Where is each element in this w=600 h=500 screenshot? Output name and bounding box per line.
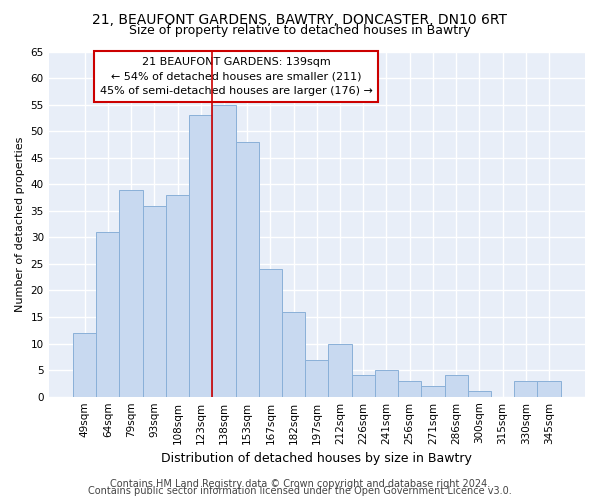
Text: Contains public sector information licensed under the Open Government Licence v3: Contains public sector information licen… [88, 486, 512, 496]
X-axis label: Distribution of detached houses by size in Bawtry: Distribution of detached houses by size … [161, 452, 472, 465]
Bar [259, 269, 282, 396]
Bar [282, 312, 305, 396]
Bar [375, 370, 398, 396]
Bar [538, 380, 560, 396]
Bar [398, 380, 421, 396]
Bar [514, 380, 538, 396]
Bar [445, 376, 468, 396]
Text: Size of property relative to detached houses in Bawtry: Size of property relative to detached ho… [129, 24, 471, 37]
Bar [166, 195, 189, 396]
Text: 21 BEAUFONT GARDENS: 139sqm
← 54% of detached houses are smaller (211)
45% of se: 21 BEAUFONT GARDENS: 139sqm ← 54% of det… [100, 56, 373, 96]
Bar [212, 104, 236, 397]
Bar [305, 360, 328, 397]
Bar [119, 190, 143, 396]
Bar [236, 142, 259, 397]
Bar [73, 333, 96, 396]
Bar [352, 376, 375, 396]
Bar [328, 344, 352, 396]
Bar [468, 392, 491, 396]
Bar [143, 206, 166, 396]
Bar [421, 386, 445, 396]
Text: Contains HM Land Registry data © Crown copyright and database right 2024.: Contains HM Land Registry data © Crown c… [110, 479, 490, 489]
Bar [96, 232, 119, 396]
Text: 21, BEAUFONT GARDENS, BAWTRY, DONCASTER, DN10 6RT: 21, BEAUFONT GARDENS, BAWTRY, DONCASTER,… [92, 12, 508, 26]
Y-axis label: Number of detached properties: Number of detached properties [15, 136, 25, 312]
Bar [189, 115, 212, 396]
